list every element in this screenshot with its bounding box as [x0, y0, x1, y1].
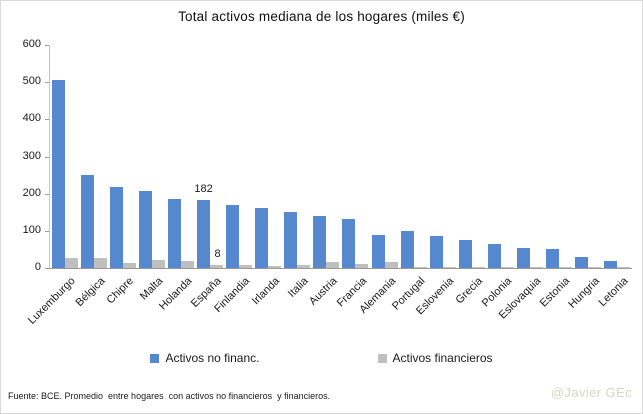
bar-group-españa: 182 8 España: [189, 45, 224, 309]
bar-group-malta: Malta: [137, 45, 166, 303]
y-tick-mark: [45, 156, 49, 158]
bar-nonfinancial-hungria: [575, 257, 589, 268]
bar-nonfinancial-finlandia: [226, 204, 240, 268]
y-tick-mark: [45, 82, 49, 84]
bar-financial-luxemburgo: [64, 257, 78, 268]
bar-nonfinancial-irlanda: [255, 207, 269, 268]
bar-nonfinancial-eslovenia: [429, 236, 443, 268]
x-axis-label-irlanda: Irlanda: [249, 275, 282, 308]
bar-financial-portugal: [413, 266, 427, 268]
bar-nonfinancial-eslovaquia: [517, 247, 531, 268]
legend-item-nonfinancial: Activos no financ.: [150, 351, 260, 365]
legend-swatch-blue-icon: [150, 353, 160, 363]
bar-group-eslovaquia: Eslovaquia: [497, 45, 545, 322]
x-axis-label-letonia: Letonia: [596, 275, 631, 310]
bar-data-label-8: 8: [214, 248, 221, 260]
bar-financial-finlandia: [239, 265, 253, 268]
bar-financial-alemania: [384, 261, 398, 268]
watermark: @Javier GEc: [550, 385, 632, 400]
y-tick-label-600: 600: [22, 38, 41, 50]
bar-nonfinancial-portugal: [400, 230, 414, 268]
bar-financial-grecia: [471, 266, 485, 268]
y-tick-label-0: 0: [34, 261, 41, 273]
bar-nonfinancial-austria: [313, 216, 327, 268]
x-axis-label-chipre: Chipre: [104, 275, 137, 307]
bar-financial-irlanda: [268, 266, 282, 268]
bar-nonfinancial-polonia: [487, 243, 501, 268]
bar-financial-italia: [297, 264, 311, 268]
bar-nonfinancial-italia: [284, 211, 298, 268]
bar-data-label-182: 182: [194, 183, 213, 196]
bar-financial-malta: [151, 259, 165, 268]
bar-nonfinancial-grecia: [458, 239, 472, 268]
bar-group-bélgica: Bélgica: [73, 45, 108, 309]
bar-group-irlanda: Irlanda: [249, 45, 283, 307]
bar-financial-letonia: [617, 267, 631, 268]
bar-nonfinancial-alemania: [371, 234, 385, 268]
bar-nonfinancial-españa: [197, 200, 211, 268]
bar-group-portugal: Portugal: [390, 45, 428, 312]
bar-financial-estonia: [559, 267, 573, 268]
legend-label-financial: Activos financieros: [392, 351, 493, 365]
bar-financial-chipre: [122, 263, 136, 268]
bar-group-alemania: Alemania: [357, 45, 399, 316]
y-tick-mark: [45, 45, 49, 46]
bar-group-francia: Francia: [335, 45, 370, 309]
y-tick-label-400: 400: [22, 112, 41, 125]
y-tick-mark: [45, 230, 49, 232]
bar-financial-francia: [355, 263, 369, 268]
bar-nonfinancial-letonia: [604, 261, 618, 268]
plot-area: Luxemburgo Bélgica Chipre Malta Holanda 182 8 E…: [26, 45, 632, 327]
y-tick-mark: [45, 268, 49, 269]
legend-label-nonfinancial: Activos no financ.: [165, 351, 260, 365]
y-axis: 600 500 400 300 200 100 0: [1, 38, 49, 273]
bar-group-chipre: Chipre: [105, 45, 137, 306]
bar-group-austria: Austria: [307, 45, 341, 308]
bar-group-luxemburgo: Luxemburgo: [26, 45, 79, 327]
bar-group-polonia: Polonia: [480, 45, 515, 309]
bar-group-holanda: Holanda: [157, 45, 195, 312]
bar-nonfinancial-malta: [138, 191, 152, 268]
y-tick-label-500: 500: [22, 75, 41, 88]
bar-group-eslovenia: Eslovenia: [414, 45, 457, 317]
x-axis-label-luxemburgo: Luxemburgo: [26, 275, 79, 327]
bar-group-grecia: Grecia: [454, 45, 486, 306]
chart-title: Total activos mediana de los hogares (mi…: [178, 9, 465, 24]
bar-financial-españa: [210, 265, 224, 268]
y-tick-label-100: 100: [22, 223, 41, 236]
bar-financial-polonia: [500, 266, 514, 268]
bar-group-finlandia: Finlandia: [213, 45, 254, 315]
bar-nonfinancial-bélgica: [80, 175, 94, 268]
bar-financial-bélgica: [93, 258, 107, 268]
legend-swatch-gray-icon: [377, 353, 387, 363]
bar-financial-eslovaquia: [530, 266, 544, 268]
bar-group-estonia: Estonia: [538, 45, 574, 309]
y-tick-mark: [45, 119, 49, 121]
bar-financial-austria: [326, 262, 340, 268]
legend-item-financial: Activos financieros: [377, 351, 493, 365]
bar-nonfinancial-luxemburgo: [51, 79, 65, 268]
bar-financial-holanda: [180, 260, 194, 268]
bar-financial-eslovenia: [442, 266, 456, 268]
bar-nonfinancial-holanda: [167, 198, 181, 268]
x-axis-label-italia: Italia: [285, 275, 311, 300]
bar-group-letonia: Letonia: [597, 45, 632, 309]
y-tick-label-300: 300: [22, 149, 41, 162]
y-tick-label-200: 200: [22, 186, 41, 199]
bar-nonfinancial-estonia: [546, 249, 560, 268]
y-tick-mark: [45, 193, 49, 195]
x-axis-label-hungria: Hungria: [565, 275, 602, 311]
bar-group-hungria: Hungria: [566, 45, 603, 311]
x-axis-label-bélgica: Bélgica: [73, 275, 108, 309]
bars-container: Luxemburgo Bélgica Chipre Malta Holanda 182 8 E…: [26, 45, 632, 327]
bar-nonfinancial-chipre: [109, 187, 123, 268]
legend: Activos no financ. Activos financieros: [1, 351, 642, 365]
source-note: Fuente: BCE. Promedio entre hogares con …: [8, 391, 331, 401]
bar-group-italia: Italia: [283, 45, 312, 300]
x-axis-label-austria: Austria: [307, 275, 340, 308]
bar-nonfinancial-francia: [342, 218, 356, 268]
bar-financial-hungria: [588, 266, 602, 268]
